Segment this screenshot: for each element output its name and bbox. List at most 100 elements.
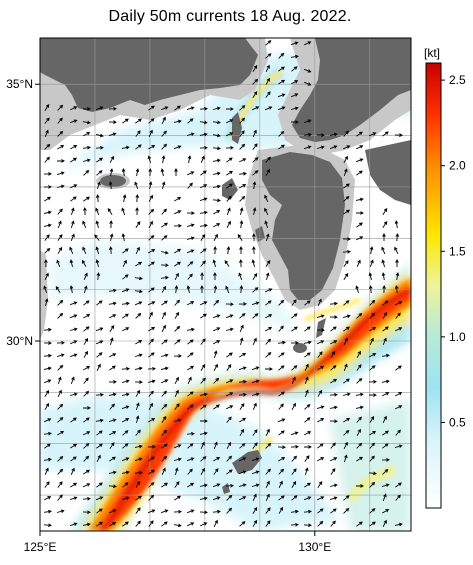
current-arrow — [304, 455, 310, 462]
current-arrow — [368, 379, 377, 384]
current-arrow — [148, 145, 156, 150]
current-arrow — [382, 468, 389, 475]
current-arrow — [252, 78, 259, 85]
current-arrow — [356, 377, 363, 384]
current-arrow — [174, 261, 181, 267]
current-arrow — [278, 468, 285, 475]
current-arrow — [109, 168, 114, 177]
current-arrow — [161, 143, 168, 150]
current-arrow — [239, 117, 246, 124]
current-arrow — [174, 467, 179, 476]
current-arrow — [148, 311, 153, 319]
current-arrow — [70, 482, 78, 488]
current-arrow — [44, 390, 50, 397]
current-arrow — [394, 444, 403, 449]
current-arrow — [355, 405, 364, 410]
current-arrow — [369, 431, 377, 436]
x-tick-label: 125°E — [24, 540, 57, 554]
current-arrow — [57, 468, 64, 475]
current-arrow — [381, 483, 390, 488]
current-arrow — [356, 442, 363, 449]
current-arrow — [213, 350, 218, 359]
current-arrow — [94, 234, 100, 241]
current-arrow — [83, 314, 91, 319]
current-arrow — [56, 353, 65, 358]
current-arrow — [186, 249, 195, 254]
current-arrow — [251, 470, 260, 475]
current-arrow — [343, 183, 350, 189]
current-arrow — [278, 403, 284, 410]
current-arrow — [109, 442, 115, 449]
current-arrow — [290, 522, 299, 527]
current-arrow — [265, 233, 270, 242]
current-arrow — [148, 181, 153, 190]
current-arrow — [187, 339, 194, 345]
current-arrow — [200, 285, 204, 294]
current-arrow — [82, 406, 91, 410]
current-arrow — [122, 194, 127, 203]
colorbar-scale — [425, 62, 442, 509]
current-arrow — [96, 454, 101, 462]
current-arrow — [121, 168, 126, 177]
current-arrow — [382, 233, 386, 241]
current-arrow — [187, 118, 194, 124]
current-arrow — [96, 521, 103, 527]
current-arrow — [303, 132, 312, 137]
current-arrow — [226, 220, 231, 229]
current-arrow — [225, 302, 234, 307]
current-arrow — [174, 339, 181, 345]
current-arrow — [95, 145, 104, 150]
current-arrow — [83, 366, 91, 371]
current-arrow — [43, 496, 52, 501]
current-arrow — [200, 404, 207, 410]
current-arrow — [95, 327, 104, 332]
current-arrow — [95, 194, 100, 203]
current-arrow — [109, 509, 117, 514]
current-arrow — [265, 520, 271, 527]
current-arrow — [95, 418, 104, 423]
current-arrow — [174, 210, 182, 215]
current-arrow — [356, 222, 363, 228]
current-arrow — [148, 235, 155, 241]
current-arrow — [70, 340, 78, 345]
current-arrow — [212, 120, 221, 125]
current-arrow — [69, 119, 78, 124]
current-arrow — [394, 246, 399, 254]
current-arrow — [109, 353, 117, 358]
current-arrow — [57, 145, 65, 150]
colorbar-unit: [kt] — [424, 46, 440, 60]
current-arrow — [173, 509, 182, 514]
current-arrow — [381, 379, 390, 384]
current-arrow — [239, 195, 246, 202]
current-arrow — [265, 300, 272, 306]
current-arrow — [252, 493, 257, 501]
map-frame — [39, 37, 412, 532]
current-arrow — [342, 314, 351, 319]
current-arrow — [356, 428, 361, 437]
current-arrow — [82, 522, 91, 527]
current-arrow — [83, 326, 90, 332]
current-arrow — [226, 246, 231, 255]
current-arrow — [239, 353, 247, 358]
current-arrow — [291, 402, 296, 411]
current-arrow — [108, 181, 113, 190]
current-arrow — [291, 299, 297, 306]
current-arrow — [56, 340, 65, 345]
current-arrow — [122, 259, 127, 268]
current-arrow — [161, 443, 168, 449]
current-arrow — [317, 443, 324, 449]
current-arrow — [212, 496, 221, 501]
current-arrow — [213, 233, 218, 242]
current-arrow — [82, 120, 91, 125]
current-arrow — [174, 248, 182, 254]
current-arrow — [251, 457, 260, 462]
current-arrow — [303, 68, 312, 73]
current-arrow — [44, 156, 50, 163]
current-arrow — [122, 443, 129, 449]
current-arrow — [148, 327, 156, 332]
current-arrow — [187, 376, 192, 384]
current-arrow — [134, 380, 143, 384]
current-arrow — [343, 260, 349, 267]
current-arrow — [238, 392, 247, 397]
current-arrow — [122, 248, 129, 254]
